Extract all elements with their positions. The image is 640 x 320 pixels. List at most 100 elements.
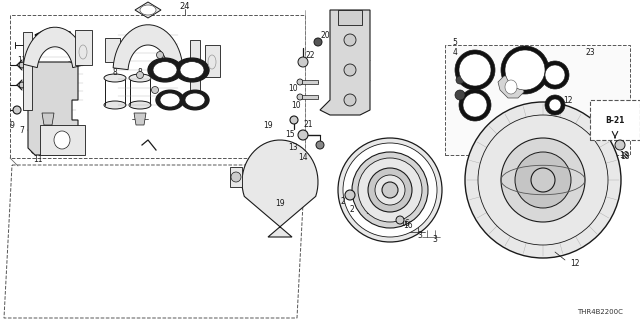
Circle shape: [290, 116, 298, 124]
Circle shape: [396, 216, 404, 224]
Polygon shape: [135, 2, 161, 18]
Text: 2: 2: [340, 197, 346, 206]
Text: FR.: FR.: [60, 30, 76, 39]
Circle shape: [545, 65, 565, 85]
Bar: [302, 80, 318, 84]
Circle shape: [316, 141, 324, 149]
Ellipse shape: [104, 74, 126, 82]
Circle shape: [545, 157, 553, 165]
FancyArrow shape: [35, 31, 55, 39]
Text: 7: 7: [20, 125, 24, 134]
Circle shape: [545, 195, 553, 203]
Text: 9: 9: [10, 121, 15, 130]
Text: 4: 4: [452, 47, 458, 57]
Circle shape: [463, 93, 487, 117]
Text: 18: 18: [620, 151, 630, 161]
Circle shape: [65, 62, 75, 72]
Ellipse shape: [181, 90, 209, 110]
Circle shape: [559, 176, 567, 184]
Circle shape: [541, 61, 569, 89]
Text: 8: 8: [138, 68, 142, 76]
Text: 16: 16: [400, 220, 410, 228]
Text: THR4B2200C: THR4B2200C: [577, 309, 623, 315]
Text: 2: 2: [349, 205, 355, 214]
Polygon shape: [42, 113, 54, 125]
Text: 10: 10: [288, 84, 298, 92]
Circle shape: [545, 95, 565, 115]
Circle shape: [136, 71, 143, 78]
Circle shape: [375, 175, 405, 205]
Text: 12: 12: [570, 259, 580, 268]
Bar: [590, 100, 640, 140]
Circle shape: [30, 62, 40, 72]
Ellipse shape: [175, 58, 209, 82]
Text: 11: 11: [33, 155, 43, 164]
Text: 8: 8: [113, 68, 117, 76]
Text: 13: 13: [288, 142, 298, 151]
Polygon shape: [105, 38, 120, 62]
Ellipse shape: [148, 58, 182, 82]
Circle shape: [382, 182, 398, 198]
Circle shape: [501, 138, 585, 222]
Polygon shape: [498, 76, 524, 98]
Circle shape: [459, 54, 491, 86]
Circle shape: [478, 115, 608, 245]
Ellipse shape: [79, 45, 87, 59]
Ellipse shape: [185, 93, 205, 107]
Ellipse shape: [129, 101, 151, 109]
Circle shape: [31, 146, 39, 154]
Circle shape: [615, 140, 625, 150]
Ellipse shape: [153, 61, 177, 78]
Ellipse shape: [160, 93, 180, 107]
Polygon shape: [320, 10, 370, 115]
Text: 24: 24: [180, 2, 190, 11]
Circle shape: [358, 158, 422, 222]
Text: 20: 20: [320, 30, 330, 39]
Circle shape: [505, 50, 545, 90]
Text: 3: 3: [417, 230, 422, 239]
Ellipse shape: [54, 131, 70, 149]
Circle shape: [531, 168, 555, 192]
Ellipse shape: [156, 90, 184, 110]
Text: 21: 21: [303, 119, 313, 129]
Circle shape: [456, 76, 464, 84]
Circle shape: [314, 38, 322, 46]
Circle shape: [368, 168, 412, 212]
Ellipse shape: [104, 101, 126, 109]
Text: 22: 22: [305, 51, 315, 60]
Circle shape: [298, 130, 308, 140]
Circle shape: [345, 190, 355, 200]
Text: 14: 14: [298, 153, 308, 162]
Text: 17: 17: [376, 205, 386, 214]
Text: 11: 11: [17, 55, 27, 65]
Circle shape: [501, 46, 549, 94]
Ellipse shape: [129, 74, 151, 82]
Circle shape: [455, 50, 495, 90]
Circle shape: [19, 82, 25, 88]
Polygon shape: [40, 125, 85, 155]
Text: 17: 17: [365, 207, 375, 217]
Circle shape: [338, 138, 442, 242]
Polygon shape: [338, 10, 362, 25]
Circle shape: [231, 172, 241, 182]
Text: 10: 10: [291, 100, 301, 109]
Circle shape: [13, 106, 21, 114]
Polygon shape: [134, 113, 146, 125]
Circle shape: [344, 64, 356, 76]
Circle shape: [549, 99, 561, 111]
Circle shape: [157, 52, 163, 59]
Text: B-21: B-21: [605, 116, 625, 124]
Circle shape: [344, 94, 356, 106]
Circle shape: [297, 79, 303, 85]
Circle shape: [297, 94, 303, 100]
Ellipse shape: [180, 61, 204, 78]
Text: 18: 18: [620, 150, 628, 159]
Circle shape: [455, 90, 465, 100]
Text: 12: 12: [563, 95, 573, 105]
Text: 23: 23: [585, 47, 595, 57]
Circle shape: [459, 89, 491, 121]
Polygon shape: [24, 27, 86, 68]
Ellipse shape: [140, 5, 156, 15]
Ellipse shape: [208, 55, 216, 69]
Text: 5: 5: [452, 37, 458, 46]
